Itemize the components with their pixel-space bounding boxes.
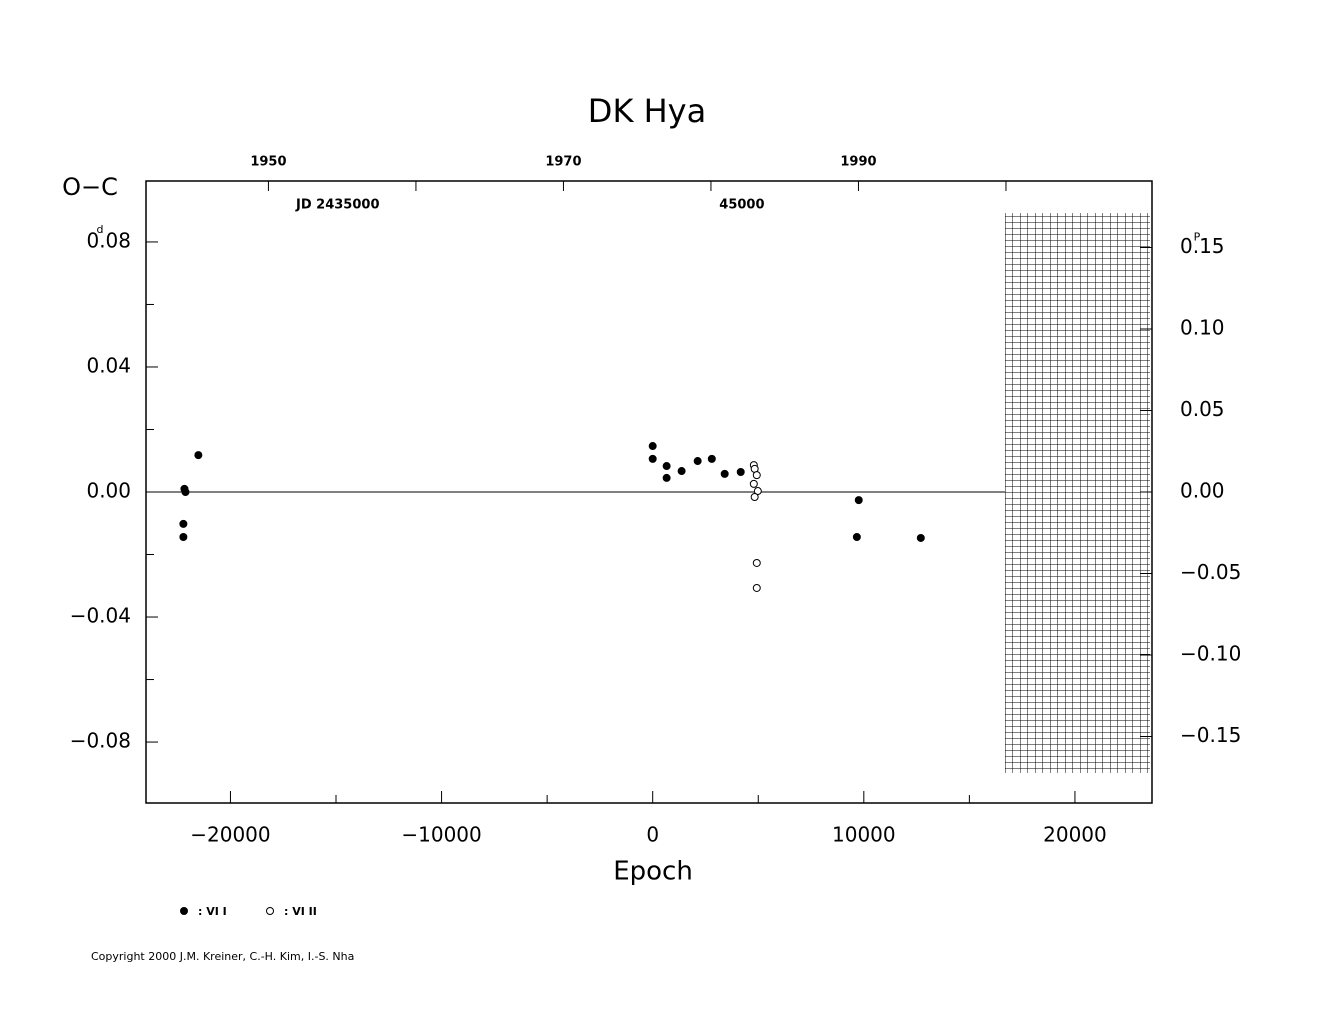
y2-tick-label: −0.05 — [1180, 560, 1241, 584]
data-point — [181, 488, 190, 496]
data-point — [854, 496, 863, 505]
y2-tick-label: 0.05 — [1180, 397, 1225, 421]
x-tick-label: −10000 — [401, 823, 481, 847]
y2-tick-label: −0.15 — [1180, 723, 1241, 747]
x2-tick-label: 1970 — [545, 155, 581, 170]
data-point — [852, 533, 861, 542]
legend-marker — [180, 907, 188, 915]
y-tick-label: −0.08 — [70, 729, 131, 753]
data-point — [648, 454, 657, 463]
y2-tick-label: 0.00 — [1180, 479, 1225, 503]
x-tick-label: −20000 — [190, 823, 270, 847]
data-point — [662, 462, 671, 471]
x-tick-label: 10000 — [832, 823, 896, 847]
x-tick-label: 0 — [646, 823, 659, 847]
data-point — [749, 479, 758, 488]
data-point — [179, 533, 188, 542]
legend-label: : VI II — [284, 905, 317, 918]
x-axis-label: Epoch — [613, 857, 693, 887]
data-point — [693, 457, 702, 466]
x-tick-label: 20000 — [1043, 823, 1107, 847]
y2-unit: P — [1194, 231, 1201, 244]
copyright: Copyright 2000 J.M. Kreiner, C.-H. Kim, … — [91, 950, 354, 963]
y-axis-label: O−C — [62, 173, 118, 201]
data-point — [194, 451, 203, 460]
chart-title: DK Hya — [588, 92, 706, 130]
jd-label: 45000 — [719, 198, 764, 213]
data-point — [736, 467, 745, 476]
data-point — [752, 583, 761, 592]
legend-marker — [266, 907, 274, 915]
legend-label: : VI I — [198, 905, 227, 918]
y-tick-label: 0.00 — [86, 479, 131, 503]
y2-tick-label: −0.10 — [1180, 641, 1241, 665]
y2-tick-label: 0.15 — [1180, 234, 1225, 258]
y2-tick-label: 0.10 — [1180, 316, 1225, 340]
data-point — [916, 533, 925, 542]
x2-tick-label: 1990 — [840, 155, 876, 170]
y-tick-label: 0.08 — [86, 228, 131, 252]
data-point — [752, 558, 761, 567]
data-point — [662, 473, 671, 482]
y-unit: d — [97, 223, 104, 236]
data-point — [179, 519, 188, 528]
hatch — [1005, 213, 1150, 773]
x2-tick-label: 1950 — [250, 155, 286, 170]
data-point — [750, 493, 759, 502]
jd-label: JD 2435000 — [295, 198, 379, 213]
data-point — [720, 469, 729, 478]
data-point — [752, 471, 761, 480]
y-tick-label: 0.04 — [86, 353, 131, 377]
y-tick-label: −0.04 — [70, 604, 131, 628]
data-point — [677, 467, 686, 476]
data-point — [707, 454, 716, 463]
data-point — [648, 442, 657, 451]
